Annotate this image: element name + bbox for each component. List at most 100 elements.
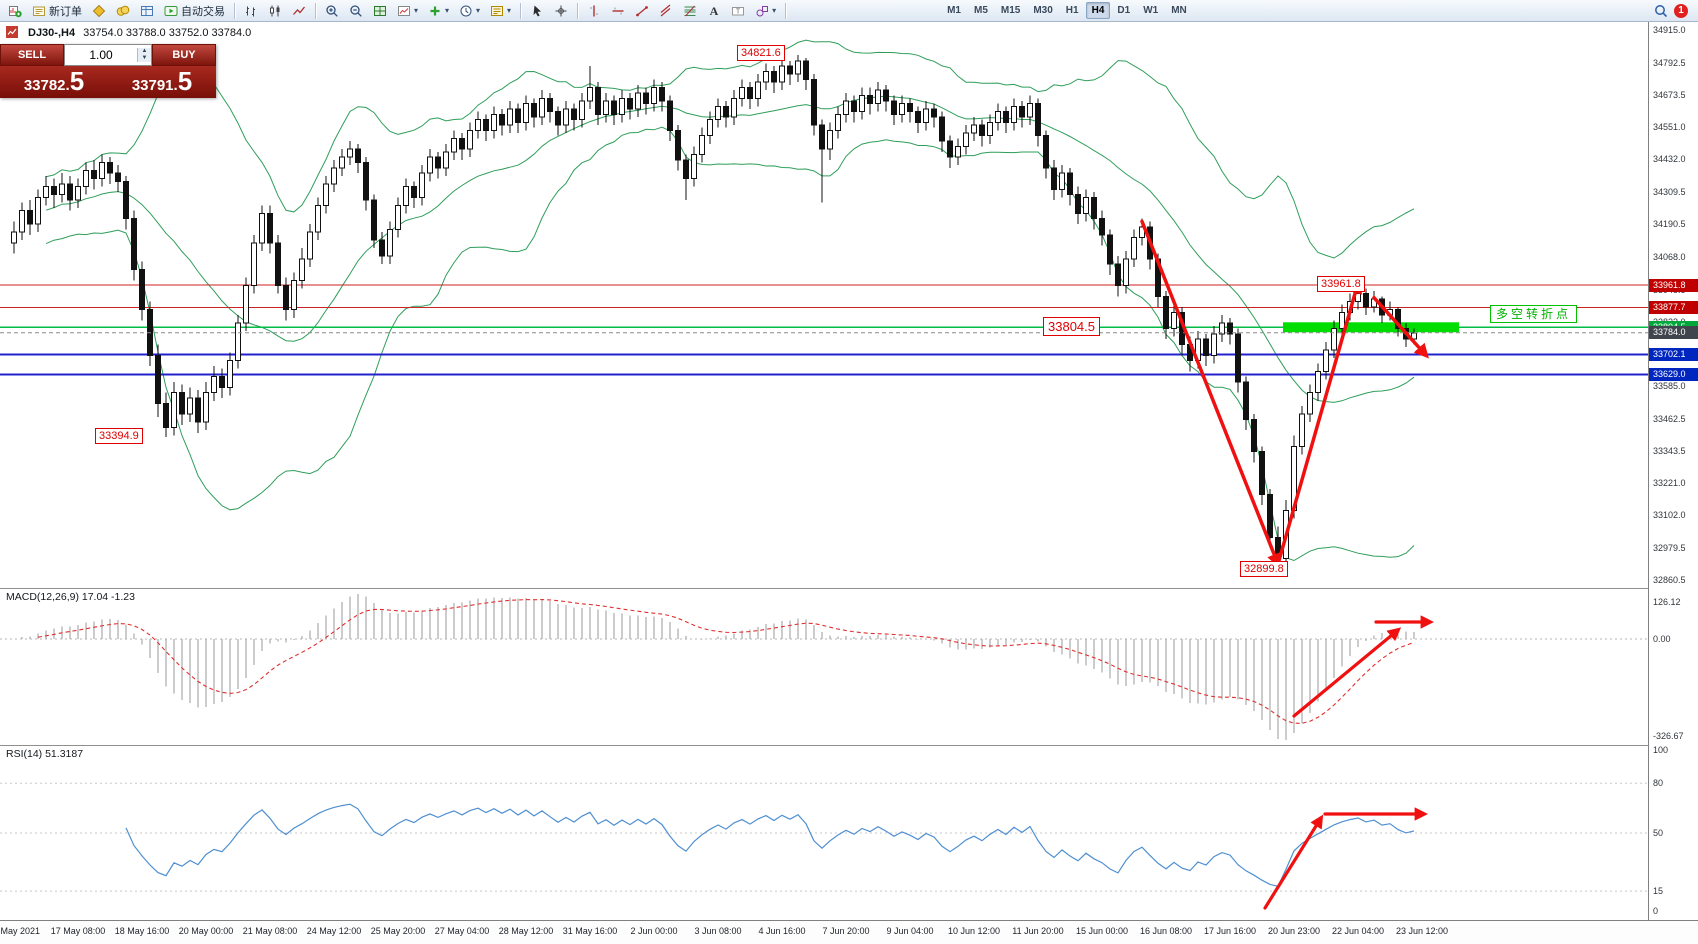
trend-arrow-1[interactable] (1140, 219, 1282, 569)
toolbar-right-group: 1 (1654, 3, 1694, 18)
vertical-line-button[interactable] (583, 1, 605, 21)
new-order-icon (32, 4, 46, 18)
price-tag-33784.0: 33784.0 (1649, 326, 1698, 340)
chart-info-line: DJ30-,H4 33754.0 33788.0 33752.0 33784.0 (6, 26, 251, 40)
timeframe-W1[interactable]: W1 (1143, 5, 1159, 16)
indicators-button[interactable]: ▾ (393, 1, 422, 21)
annotation-pivot[interactable]: 33804.5 (1043, 317, 1100, 336)
templates-button[interactable]: ▾ (486, 1, 515, 21)
buy-price[interactable]: 33791. 5 (108, 66, 216, 98)
time-axis-label: 14 May 2021 (0, 926, 41, 936)
crosshair-icon (554, 4, 568, 18)
rsi-scale-label: 50 (1653, 828, 1664, 838)
price-axis-label: 33585.0 (1653, 381, 1686, 392)
time-axis-label: 2 Jun 00:00 (630, 926, 678, 936)
rsi-label: RSI(14) 51.3187 (6, 748, 84, 760)
add-indicator-button[interactable]: ▾ (424, 1, 453, 21)
label-button[interactable]: T (727, 1, 749, 21)
candlesticks (11, 55, 1417, 570)
trend-arrow-2[interactable] (1276, 278, 1363, 566)
support-highlight-zone[interactable] (1283, 322, 1459, 333)
toolbar-separator (234, 2, 235, 19)
symbol-period-label: DJ30-,H4 (28, 27, 76, 39)
price-axis-label: 33343.5 (1653, 445, 1686, 456)
annotation-may-low[interactable]: 33394.9 (95, 428, 143, 444)
rsi-trend-arrow[interactable] (1263, 814, 1324, 910)
volume-down-button[interactable]: ▼ (138, 55, 151, 62)
timeframe-M5[interactable]: M5 (973, 5, 988, 16)
timeframe-MN[interactable]: MN (1171, 5, 1187, 16)
annotation-resistance[interactable]: 33961.8 (1317, 276, 1365, 292)
dropdown-caret-icon: ▾ (476, 5, 481, 15)
annotation-swing-high[interactable]: 34821.6 (737, 45, 785, 61)
timeframe-H1[interactable]: H1 (1065, 5, 1079, 16)
timeframe-M30[interactable]: M30 (1033, 5, 1053, 16)
new-chart-icon (8, 4, 22, 18)
search-icon[interactable] (1654, 4, 1668, 18)
macd-panel-separator[interactable] (0, 586, 1648, 591)
sell-button[interactable]: SELL (0, 44, 64, 66)
buy-button[interactable]: BUY (152, 44, 216, 66)
timeframe-M1[interactable]: M1 (947, 5, 961, 16)
sell-price[interactable]: 33782. 5 (0, 66, 108, 98)
bar-chart-button[interactable] (240, 1, 262, 21)
volume-up-button[interactable]: ▲ (138, 48, 151, 55)
volume-box: ▲ ▼ (64, 44, 152, 66)
line-chart-button[interactable] (288, 1, 310, 21)
profiles-button[interactable] (88, 1, 110, 21)
time-axis-label: 4 Jun 16:00 (758, 926, 806, 936)
crosshair-button[interactable] (550, 1, 572, 21)
tile-windows-icon (373, 4, 387, 18)
periods-icon (459, 4, 473, 18)
fibonacci-button[interactable] (679, 1, 701, 21)
timeframe-group: M1 M5 M15 M30 H1 H4 D1 W1 MN (941, 2, 1193, 19)
new-order-button[interactable]: 新订单 (28, 1, 86, 21)
bar-chart-icon (244, 4, 258, 18)
annotation-june-low[interactable]: 32899.8 (1240, 561, 1288, 577)
text-button[interactable]: A (703, 1, 725, 21)
price-axis-label: 34673.5 (1653, 89, 1686, 100)
annotation-turning-point-note[interactable]: 多空转折点 (1490, 305, 1578, 323)
macd-trend-arrow[interactable] (1292, 627, 1402, 718)
price-axis-label: 33221.0 (1653, 478, 1686, 489)
auto-trading-button[interactable]: 自动交易 (160, 1, 229, 21)
svg-text:A: A (710, 4, 719, 18)
zoom-out-button[interactable] (345, 1, 367, 21)
timeframe-M15[interactable]: M15 (1000, 5, 1021, 16)
horizontal-line-icon (611, 4, 625, 18)
price-axis-label: 34551.0 (1653, 122, 1686, 133)
horizontal-line-button[interactable] (607, 1, 629, 21)
shapes-button[interactable]: ▾ (751, 1, 780, 21)
timeframe-H4[interactable]: H4 (1085, 2, 1111, 19)
time-axis-label: 31 May 16:00 (562, 926, 618, 936)
zoom-in-button[interactable] (321, 1, 343, 21)
market-watch-button[interactable] (112, 1, 134, 21)
trend-arrow-3[interactable] (1372, 295, 1429, 359)
rsi-panel-separator[interactable] (0, 743, 1648, 748)
channel-button[interactable] (655, 1, 677, 21)
one-click-trading-panel: SELL ▲ ▼ BUY 33782.5 33791.5 (0, 44, 216, 98)
notification-badge[interactable]: 1 (1674, 3, 1688, 18)
price-axis[interactable]: 34915.0 34792.5 34673.5 34551.0 34432.0 34309… (1648, 0, 1698, 943)
trendline-button[interactable] (631, 1, 653, 21)
bollinger-lower-band (45, 126, 1415, 562)
cursor-button[interactable] (526, 1, 548, 21)
new-chart-button[interactable] (4, 1, 26, 21)
time-axis-label: 3 Jun 08:00 (694, 926, 742, 936)
candlestick-chart-button[interactable] (264, 1, 286, 21)
rsi-scale-label: 100 (1653, 745, 1669, 755)
dropdown-caret-icon: ▾ (414, 5, 419, 15)
time-axis[interactable]: 14 May 2021 17 May 08:00 18 May 16:00 20 Ma… (0, 920, 1698, 944)
toolbar-separator (785, 2, 787, 19)
ohlc-values: 33754.0 33788.0 33752.0 33784.0 (83, 27, 252, 39)
tile-windows-button[interactable] (369, 1, 391, 21)
periods-button[interactable]: ▾ (455, 1, 484, 21)
timeframe-D1[interactable]: D1 (1117, 5, 1131, 16)
time-axis-label: 28 May 12:00 (498, 926, 554, 936)
price-axis-label: 34190.5 (1653, 218, 1686, 229)
data-window-button[interactable] (136, 1, 158, 21)
price-tag-33629.0: 33629.0 (1649, 367, 1698, 381)
volume-input[interactable] (65, 47, 137, 63)
main-toolbar: 新订单 自动交易 ▾ ▾ ▾ ▾ A T ▾ M1 M5 M15 M30 H1 H4 D1 W1 MN 1 (0, 0, 1698, 22)
